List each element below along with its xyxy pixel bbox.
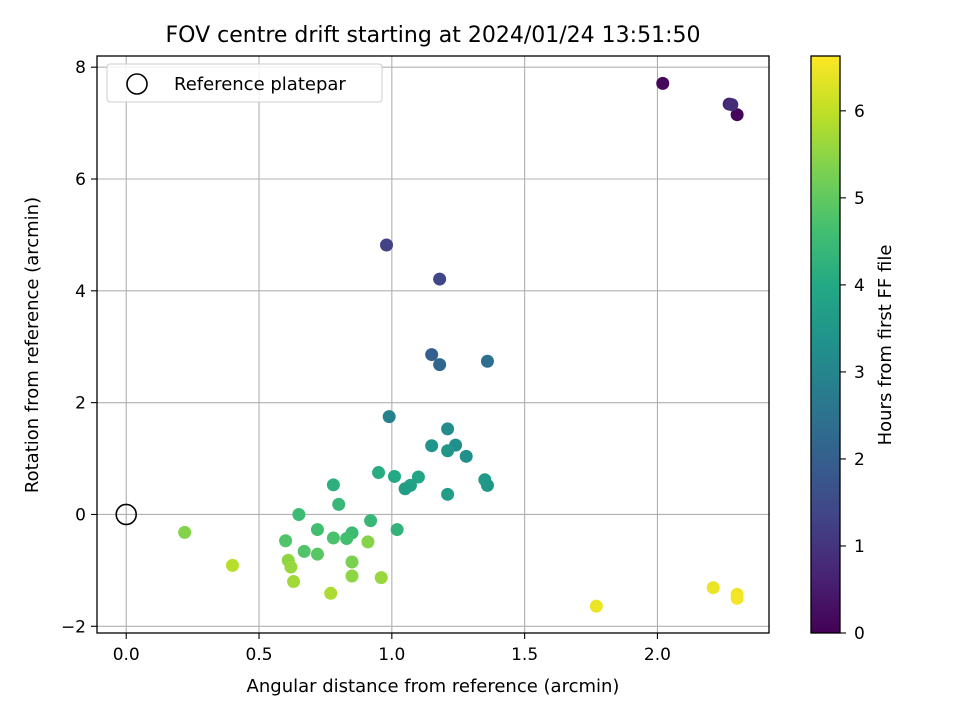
data-point xyxy=(480,354,494,368)
data-point xyxy=(374,571,388,585)
legend: Reference platepar xyxy=(106,63,383,103)
data-point xyxy=(411,470,425,484)
colorbar-label: Hours from first FF file xyxy=(875,245,896,446)
colorbar-frame xyxy=(810,55,841,634)
data-point xyxy=(459,449,473,463)
data-point xyxy=(326,478,340,492)
data-point xyxy=(178,525,192,539)
y-axis-label: Rotation from reference (arcmin) xyxy=(22,197,43,493)
data-point xyxy=(480,478,494,492)
data-point xyxy=(656,76,670,90)
grid xyxy=(97,56,769,633)
data-point xyxy=(364,514,378,528)
colorbar-tick-label: 0 xyxy=(854,624,865,644)
data-point xyxy=(706,581,720,595)
data-point xyxy=(398,482,412,496)
x-tick-label: 2.0 xyxy=(644,645,671,665)
data-point xyxy=(324,586,338,600)
y-tick-label: 8 xyxy=(75,58,86,78)
colorbar-tick-label: 6 xyxy=(854,102,865,122)
reference-platepar-marker xyxy=(115,503,138,526)
colorbar-tick-label: 5 xyxy=(854,189,865,209)
data-point xyxy=(310,547,324,561)
colorbar-tick-label: 2 xyxy=(854,450,865,470)
data-point xyxy=(433,272,447,286)
data-point xyxy=(372,466,386,480)
chart-title: FOV centre drift starting at 2024/01/24 … xyxy=(166,23,701,48)
data-point xyxy=(387,469,401,483)
data-point xyxy=(326,531,340,545)
data-point xyxy=(730,108,744,122)
x-axis-ticks: 0.0 0.5 1.0 1.5 2.0 xyxy=(113,633,671,665)
x-tick-label: 0.0 xyxy=(113,645,140,665)
legend-label: Reference platepar xyxy=(174,74,346,95)
data-point xyxy=(332,497,346,511)
data-point xyxy=(390,523,404,537)
data-point xyxy=(433,358,447,372)
data-point xyxy=(340,532,354,546)
colorbar-tick-label: 1 xyxy=(854,537,865,557)
legend-box xyxy=(106,63,383,103)
x-tick-label: 0.5 xyxy=(246,645,273,665)
colorbar-tick-label: 4 xyxy=(854,276,865,296)
data-points xyxy=(178,76,744,613)
data-point xyxy=(279,534,293,548)
x-axis-label: Angular distance from reference (arcmin) xyxy=(247,676,620,697)
data-point xyxy=(297,544,311,558)
data-point xyxy=(310,523,324,537)
plot-frame xyxy=(96,55,770,634)
data-point xyxy=(441,487,455,501)
plot-area: 0.0 0.5 1.0 1.5 2.0 −2 0 2 4 6 8 xyxy=(61,55,770,665)
data-point xyxy=(589,599,603,613)
colorbar: 0 1 2 3 4 5 6 Hours from first FF file xyxy=(810,55,896,644)
data-point xyxy=(730,591,744,605)
data-point xyxy=(725,98,739,112)
colorbar-gradient xyxy=(811,56,840,633)
y-tick-label: −2 xyxy=(61,617,86,637)
data-point xyxy=(382,410,396,424)
data-point xyxy=(380,238,394,252)
y-tick-label: 2 xyxy=(75,394,86,414)
data-point xyxy=(345,555,359,569)
data-point xyxy=(441,444,455,458)
data-point xyxy=(361,535,375,549)
data-point xyxy=(287,575,301,589)
colorbar-tick-label: 3 xyxy=(854,363,865,383)
data-point xyxy=(425,439,439,453)
data-point xyxy=(425,348,439,362)
y-tick-label: 0 xyxy=(75,505,86,525)
colorbar-ticks: 0 1 2 3 4 5 6 xyxy=(840,102,865,644)
data-point xyxy=(441,422,455,436)
y-tick-label: 4 xyxy=(75,282,86,302)
legend-open-circle-icon xyxy=(126,73,148,95)
y-tick-label: 6 xyxy=(75,170,86,190)
x-tick-label: 1.0 xyxy=(378,645,405,665)
data-point xyxy=(292,507,306,521)
y-axis-ticks: −2 0 2 4 6 8 xyxy=(61,58,97,637)
x-tick-label: 1.5 xyxy=(511,645,538,665)
data-point xyxy=(225,558,239,572)
data-point xyxy=(345,569,359,583)
data-point xyxy=(284,560,298,574)
